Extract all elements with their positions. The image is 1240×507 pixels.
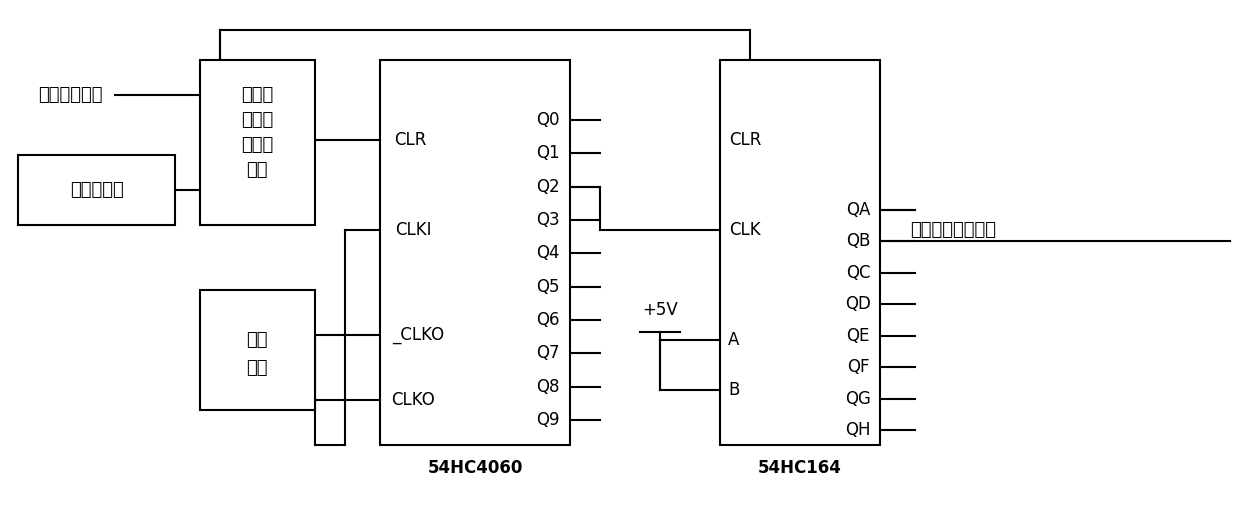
Text: 阻容: 阻容 xyxy=(247,331,268,349)
Text: Q0: Q0 xyxy=(536,111,559,129)
Bar xyxy=(19,155,175,225)
Text: CLKI: CLKI xyxy=(394,221,432,239)
Text: QB: QB xyxy=(846,232,870,250)
Text: QA: QA xyxy=(846,201,870,219)
Text: Q9: Q9 xyxy=(536,411,559,429)
Text: 54HC164: 54HC164 xyxy=(758,459,842,477)
Text: QC: QC xyxy=(846,264,870,282)
Bar xyxy=(200,60,315,225)
Bar xyxy=(200,290,315,410)
Text: Q7: Q7 xyxy=(536,344,559,363)
Text: 软件写操作: 软件写操作 xyxy=(71,181,124,199)
Text: 二次狗咬切机指令: 二次狗咬切机指令 xyxy=(910,221,996,239)
Bar xyxy=(379,60,570,445)
Text: QG: QG xyxy=(846,389,870,408)
Text: 54HC4060: 54HC4060 xyxy=(428,459,523,477)
Text: Q4: Q4 xyxy=(536,244,559,262)
Text: B: B xyxy=(728,381,740,399)
Text: QF: QF xyxy=(847,358,869,376)
Text: Q2: Q2 xyxy=(536,177,559,196)
Text: CLR: CLR xyxy=(394,131,427,149)
Text: CLR: CLR xyxy=(729,131,761,149)
Text: Q5: Q5 xyxy=(536,278,559,296)
Text: 上电复位信号: 上电复位信号 xyxy=(37,86,102,104)
Text: Q6: Q6 xyxy=(536,311,559,329)
Text: Q1: Q1 xyxy=(536,144,559,162)
Text: 门狗信: 门狗信 xyxy=(241,111,273,129)
Text: _CLKO: _CLKO xyxy=(392,326,444,344)
Bar xyxy=(720,60,880,445)
Text: 逻辑: 逻辑 xyxy=(247,161,268,179)
Text: QD: QD xyxy=(846,295,870,313)
Text: Q3: Q3 xyxy=(536,211,559,229)
Text: QE: QE xyxy=(847,327,869,345)
Text: CLKO: CLKO xyxy=(391,391,435,409)
Text: 网络: 网络 xyxy=(247,359,268,377)
Text: CLK: CLK xyxy=(729,221,761,239)
Text: A: A xyxy=(728,331,740,349)
Text: 号合并: 号合并 xyxy=(241,136,273,154)
Text: Q8: Q8 xyxy=(536,378,559,395)
Text: +5V: +5V xyxy=(642,301,678,319)
Text: 清除看: 清除看 xyxy=(241,86,273,104)
Text: QH: QH xyxy=(846,421,870,439)
